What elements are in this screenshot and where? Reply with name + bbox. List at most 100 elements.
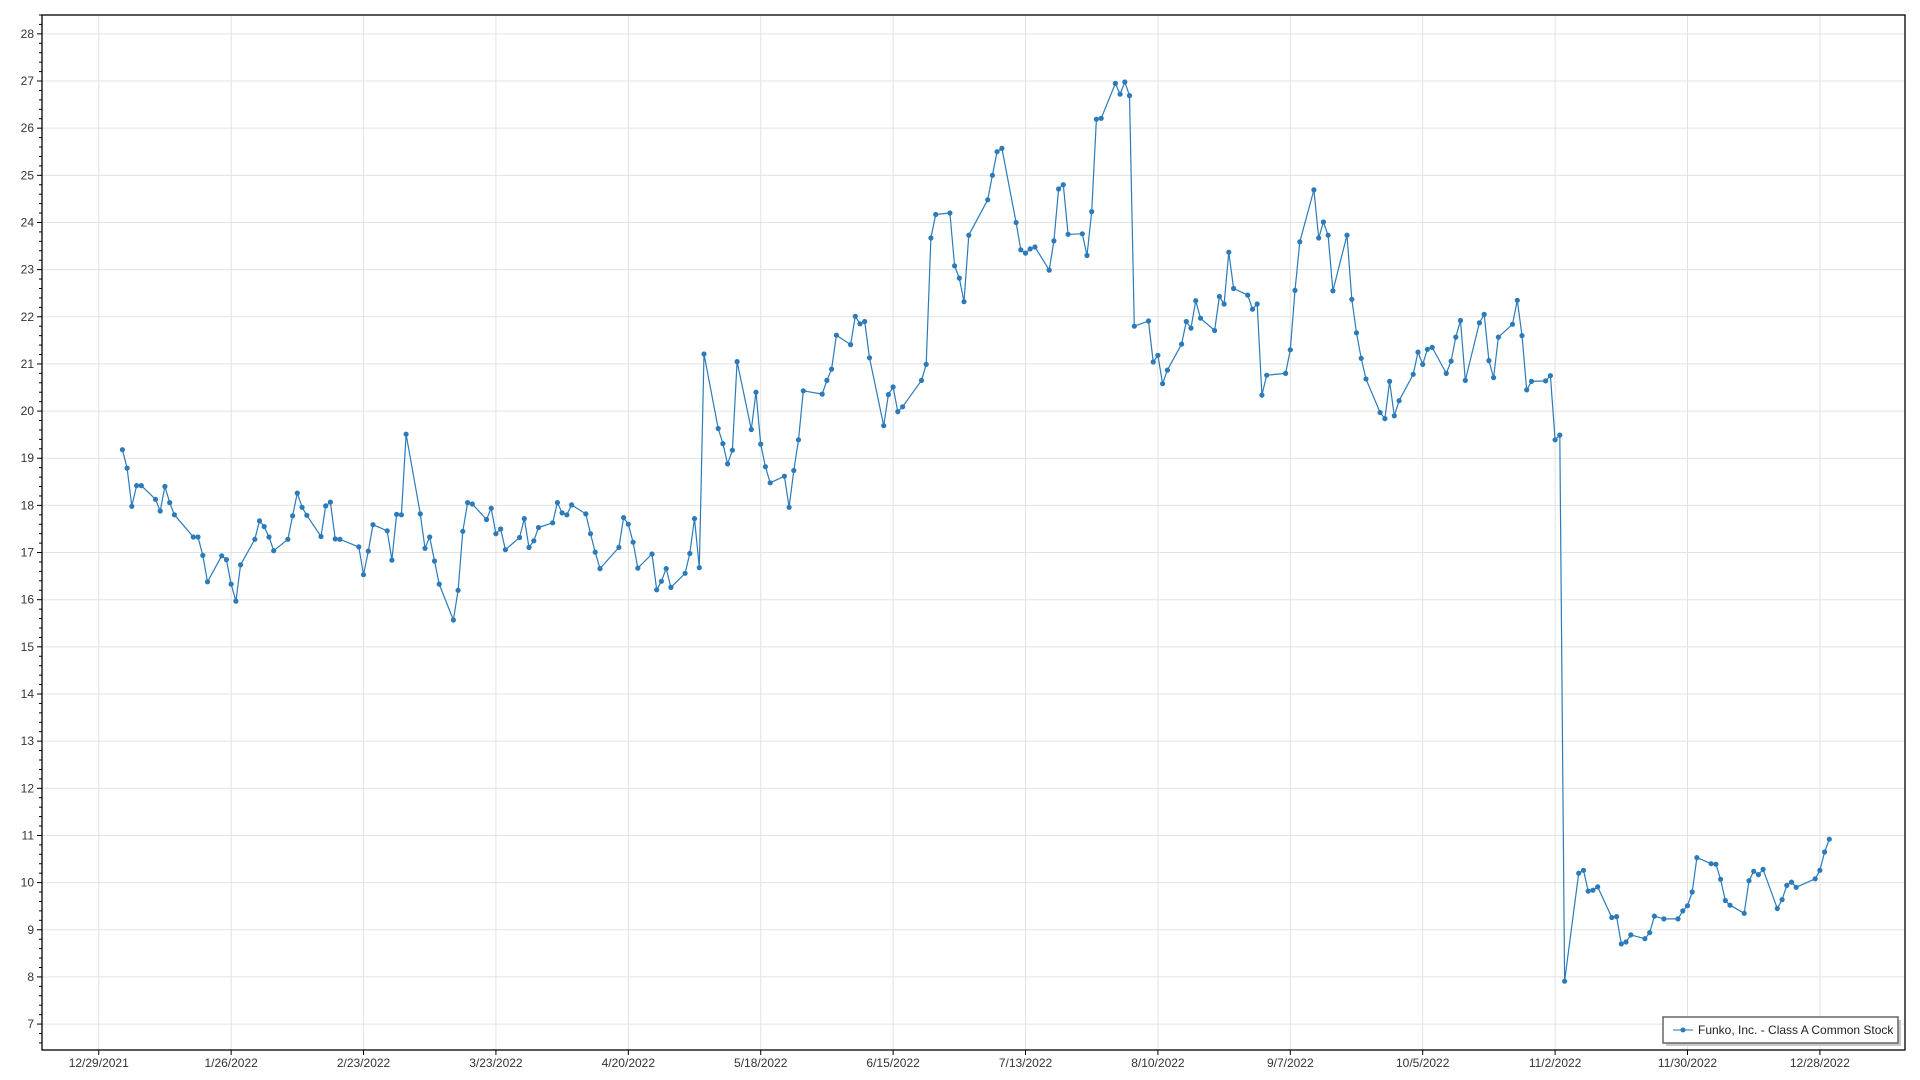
data-point: [857, 321, 863, 327]
data-point: [436, 581, 442, 587]
x-tick-label: 12/28/2022: [1790, 1056, 1850, 1070]
data-point: [1718, 876, 1724, 882]
data-point: [829, 366, 835, 372]
data-point: [119, 447, 125, 453]
data-point: [625, 521, 631, 527]
data-point: [332, 536, 338, 542]
y-tick-label: 22: [21, 310, 35, 324]
data-point: [725, 461, 731, 467]
data-point: [786, 504, 792, 510]
data-point: [1580, 867, 1587, 873]
data-point: [167, 500, 173, 506]
data-point: [1344, 232, 1350, 238]
data-point: [989, 172, 996, 178]
data-point: [531, 538, 537, 544]
data-point: [1628, 932, 1634, 938]
data-point: [961, 299, 967, 305]
data-point: [985, 197, 991, 203]
x-tick-label: 6/15/2022: [866, 1056, 920, 1070]
data-point: [1353, 330, 1360, 336]
data-point: [1056, 186, 1062, 192]
data-point: [535, 524, 542, 531]
data-point: [488, 505, 494, 511]
data-point: [200, 552, 206, 559]
data-point: [1514, 297, 1520, 303]
data-point: [1387, 378, 1393, 384]
data-point: [649, 551, 655, 557]
data-point: [923, 361, 929, 367]
legend: Funko, Inc. - Class A Common Stock: [1662, 1016, 1901, 1046]
data-point: [1382, 416, 1388, 422]
data-point: [1254, 301, 1260, 307]
data-point: [1155, 352, 1161, 358]
x-tick-label: 9/7/2022: [1267, 1056, 1314, 1070]
data-point: [1722, 897, 1728, 904]
data-point: [1647, 930, 1653, 936]
data-point: [1126, 93, 1133, 99]
data-point: [848, 342, 854, 348]
data-point: [1746, 878, 1752, 884]
data-point: [422, 545, 428, 551]
data-point: [1160, 381, 1166, 387]
data-point: [171, 512, 177, 518]
y-tick-label: 25: [21, 168, 35, 182]
data-point: [1817, 867, 1823, 873]
y-tick-label: 11: [22, 828, 35, 842]
data-point: [866, 355, 873, 361]
data-point: [1420, 361, 1426, 367]
data-point: [994, 149, 1000, 155]
data-point: [852, 313, 858, 319]
x-tick-label: 12/29/2021: [69, 1056, 129, 1070]
data-point: [1609, 914, 1615, 921]
data-point: [152, 496, 159, 502]
data-point: [129, 503, 135, 509]
data-point: [1476, 320, 1482, 326]
data-point: [323, 503, 329, 509]
y-tick-label: 19: [21, 451, 35, 465]
data-point: [1793, 884, 1799, 890]
data-point: [753, 389, 759, 395]
data-point: [1562, 978, 1568, 984]
data-point: [881, 423, 887, 429]
data-point: [238, 562, 244, 568]
data-point: [1197, 315, 1204, 321]
x-tick-label: 5/18/2022: [734, 1056, 788, 1070]
data-point: [564, 512, 570, 518]
data-point: [427, 534, 433, 540]
data-point: [1320, 219, 1326, 225]
data-point: [1297, 239, 1303, 245]
data-point: [394, 511, 400, 517]
data-point: [1051, 238, 1057, 244]
y-tick-label: 14: [21, 687, 35, 701]
data-point: [124, 465, 130, 471]
data-point: [928, 235, 934, 241]
data-point: [1410, 371, 1416, 377]
data-point: [1046, 267, 1052, 273]
data-point: [389, 557, 395, 563]
axes: 7 8 9 10 11 12 13 14 15 16 17 18 19 20 21 22 23 24 25 26 27 2…: [21, 14, 1906, 1070]
data-point: [403, 431, 409, 437]
data-point: [1788, 879, 1795, 885]
data-point: [795, 437, 802, 443]
data-point: [1552, 437, 1558, 443]
data-point: [1713, 861, 1719, 867]
data-point: [1283, 370, 1289, 376]
data-point: [824, 377, 830, 383]
data-point: [947, 210, 953, 216]
data-point: [1576, 870, 1582, 876]
y-tick-label: 28: [21, 27, 35, 41]
data-point: [1675, 916, 1681, 922]
legend-entry: Funko, Inc. - Class A Common Stock: [1698, 1023, 1894, 1037]
data-point: [1027, 246, 1033, 252]
data-point: [1018, 247, 1024, 253]
x-tick-label: 1/26/2022: [204, 1056, 258, 1070]
data-point: [1779, 897, 1785, 903]
gridlines: [42, 15, 1905, 1050]
data-point: [285, 536, 291, 542]
data-point: [729, 447, 736, 453]
data-point: [1193, 298, 1199, 304]
data-point: [1316, 235, 1322, 241]
data-point: [162, 483, 168, 490]
data-point: [1826, 836, 1832, 842]
